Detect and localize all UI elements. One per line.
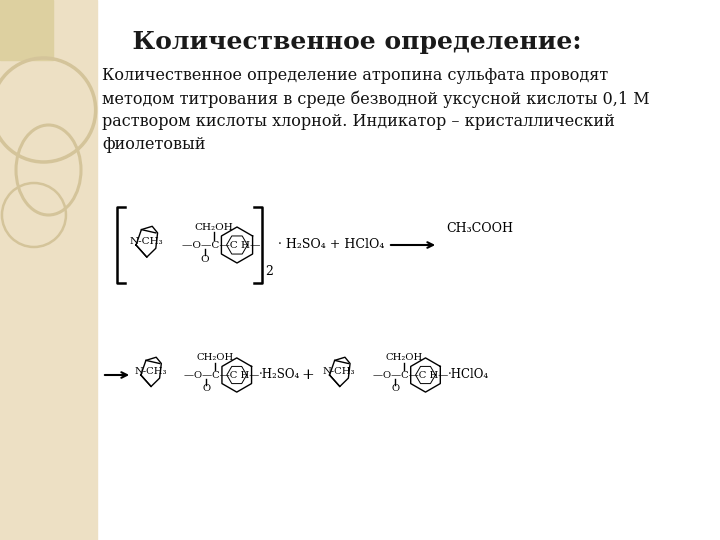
Text: +: + (302, 368, 314, 382)
Text: O: O (391, 384, 399, 393)
Text: CH₂OH: CH₂OH (197, 353, 233, 362)
Text: N-CH₃: N-CH₃ (129, 237, 163, 246)
Text: Количественное определение:: Количественное определение: (115, 30, 582, 54)
Text: O: O (201, 254, 210, 264)
Text: ·H₂SO₄: ·H₂SO₄ (258, 368, 300, 381)
Text: N-CH₃: N-CH₃ (323, 367, 355, 376)
Text: Количественное определение атропина сульфата проводят
методом титрования в среде: Количественное определение атропина суль… (102, 67, 649, 153)
Text: 2: 2 (265, 265, 273, 278)
Text: —O—C—C H—: —O—C—C H— (182, 240, 261, 249)
Text: CH₂OH: CH₂OH (385, 353, 422, 362)
Text: · H₂SO₄ + HClO₄: · H₂SO₄ + HClO₄ (278, 239, 384, 252)
Bar (0, 0, 97, 540)
Text: CH₂OH: CH₂OH (194, 222, 233, 232)
Text: N-CH₃: N-CH₃ (134, 367, 166, 376)
Text: O: O (202, 384, 210, 393)
Text: ·HClO₄: ·HClO₄ (448, 368, 489, 381)
Bar (0, 0, 53, 60)
Text: —O—C—C H—: —O—C—C H— (184, 370, 260, 380)
Text: CH₃COOH: CH₃COOH (446, 222, 513, 235)
Text: —O—C—C H—: —O—C—C H— (373, 370, 449, 380)
